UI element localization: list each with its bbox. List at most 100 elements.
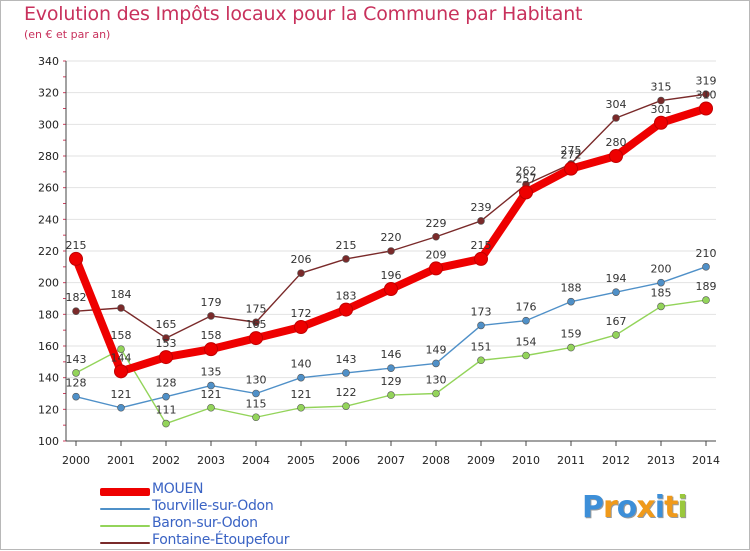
legend-swatch	[100, 488, 150, 496]
data-point	[204, 342, 218, 357]
data-label: 189	[696, 280, 717, 293]
data-point	[69, 251, 83, 266]
data-label: 182	[66, 291, 87, 304]
data-label: 206	[291, 253, 312, 266]
y-tick-label: 140	[38, 372, 59, 385]
legend-label: Baron-sur-Odon	[152, 515, 258, 531]
x-tick-label: 2010	[512, 454, 540, 467]
data-point	[162, 419, 170, 428]
data-point	[699, 101, 713, 116]
x-tick-label: 2001	[107, 454, 135, 467]
data-point	[342, 255, 350, 263]
data-label: 175	[246, 302, 267, 315]
data-point	[432, 232, 440, 241]
data-point	[252, 413, 260, 422]
data-point	[432, 389, 440, 398]
data-label: 229	[426, 217, 447, 230]
data-label: 144	[111, 351, 132, 364]
data-label: 129	[381, 375, 402, 388]
data-point	[387, 391, 395, 399]
logo-letter: x	[636, 490, 655, 525]
data-point	[117, 345, 125, 353]
logo-letter: i	[654, 490, 665, 525]
y-tick-label: 120	[38, 403, 59, 416]
x-tick-label: 2004	[242, 454, 270, 467]
data-point	[387, 247, 395, 255]
x-tick-label: 2002	[152, 454, 180, 467]
data-point	[612, 114, 620, 122]
data-point	[162, 334, 170, 342]
data-label: 130	[246, 374, 267, 387]
data-point	[432, 359, 440, 368]
proxiti-logo: Proxiti	[582, 490, 688, 525]
x-tick-label: 2013	[647, 454, 675, 467]
data-point	[657, 278, 665, 287]
data-point	[657, 302, 665, 311]
data-label: 146	[381, 348, 402, 361]
logo-letter: i	[677, 490, 687, 525]
legend-swatch	[100, 542, 150, 544]
data-point	[654, 115, 668, 130]
data-label: 196	[381, 269, 402, 282]
legend-label: Tourville-sur-Odon	[152, 498, 274, 514]
data-point	[519, 185, 533, 200]
data-point	[564, 161, 578, 176]
data-point	[567, 297, 575, 306]
data-label: 165	[246, 318, 267, 331]
x-tick-label: 2003	[197, 454, 225, 467]
y-tick-label: 220	[38, 245, 59, 258]
data-point	[252, 318, 260, 327]
data-label: 272	[561, 149, 582, 162]
data-point	[474, 251, 488, 266]
data-label: 130	[426, 374, 447, 387]
data-point	[522, 316, 530, 325]
data-label: 111	[156, 404, 177, 417]
legend-label: Fontaine-Étoupefour	[152, 532, 290, 548]
data-label: 215	[336, 239, 357, 252]
data-label: 184	[111, 288, 132, 301]
data-label: 176	[516, 301, 537, 314]
data-point	[612, 331, 620, 339]
legend-label: MOUEN	[152, 481, 204, 497]
data-label: 188	[561, 282, 582, 295]
y-tick-label: 100	[38, 435, 59, 448]
logo-letter: o	[616, 490, 638, 525]
data-label: 143	[66, 353, 87, 366]
data-label: 315	[651, 81, 672, 94]
x-tick-label: 2012	[602, 454, 630, 467]
data-point	[477, 217, 485, 225]
y-tick-label: 260	[38, 182, 59, 195]
data-point	[114, 364, 128, 379]
data-point	[72, 307, 80, 315]
data-label: 143	[336, 353, 357, 366]
data-point	[297, 269, 305, 277]
data-point	[609, 149, 623, 163]
y-tick-label: 200	[38, 277, 59, 290]
data-label: 135	[201, 366, 222, 379]
y-tick-label: 340	[38, 55, 59, 68]
data-point	[384, 282, 398, 296]
data-point	[702, 263, 710, 271]
data-point	[207, 312, 215, 320]
data-label: 158	[201, 329, 222, 342]
data-label: 172	[291, 307, 312, 320]
data-point	[702, 296, 710, 304]
data-label: 165	[156, 318, 177, 331]
data-label: 122	[336, 386, 357, 399]
data-point	[297, 403, 305, 412]
data-label: 280	[606, 136, 627, 149]
y-tick-label: 160	[38, 340, 59, 353]
series-line-3	[75, 93, 707, 339]
x-tick-label: 2014	[692, 454, 720, 467]
data-point	[207, 403, 215, 412]
x-tick-label: 2005	[287, 454, 315, 467]
y-tick-label: 300	[38, 118, 59, 131]
chart-subtitle: (en € et par an)	[24, 28, 111, 41]
data-point	[342, 402, 350, 410]
legend-swatch	[100, 525, 150, 527]
x-tick-label: 2009	[467, 454, 495, 467]
data-label: 115	[246, 397, 267, 410]
data-label: 194	[606, 272, 627, 285]
data-label: 262	[516, 165, 537, 178]
